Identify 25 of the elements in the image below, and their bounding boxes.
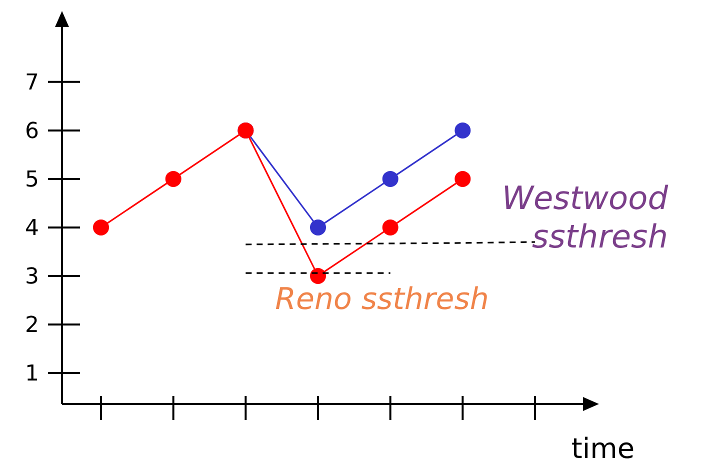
tick-mark: 7 — [25, 70, 80, 96]
tick-mark: 1 — [25, 362, 80, 387]
y-tick-label: 4 — [25, 216, 39, 242]
point — [165, 170, 182, 187]
y-tick-label: 1 — [25, 362, 39, 387]
y-tick-label: 3 — [25, 264, 39, 290]
x-axis-title: time — [571, 432, 635, 465]
point — [93, 219, 109, 236]
point — [310, 219, 326, 236]
tick-mark: 2 — [25, 313, 80, 338]
tick-mark: 6 — [25, 119, 80, 144]
y-tick-label: 5 — [25, 168, 39, 193]
y-tick-label: 7 — [25, 70, 39, 96]
annotation: Westwood ssthresh — [502, 179, 669, 256]
y-tick-label: 2 — [25, 313, 39, 338]
point — [382, 219, 398, 236]
tick-mark: 3 — [25, 264, 80, 290]
annotation: Reno ssthresh — [275, 282, 489, 318]
point — [310, 268, 326, 284]
point — [454, 170, 471, 187]
point — [382, 170, 398, 187]
tick-mark: 5 — [25, 168, 80, 193]
point — [454, 122, 471, 138]
tick-mark: 4 — [25, 216, 80, 242]
y-tick-label: 6 — [25, 119, 39, 144]
